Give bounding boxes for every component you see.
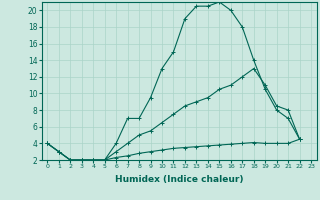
X-axis label: Humidex (Indice chaleur): Humidex (Indice chaleur) [115,175,244,184]
